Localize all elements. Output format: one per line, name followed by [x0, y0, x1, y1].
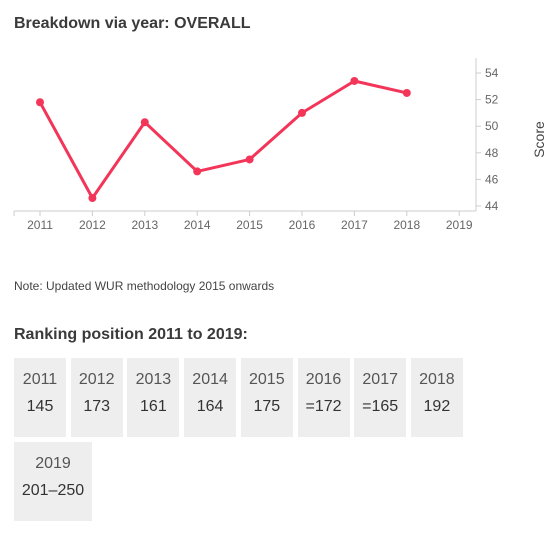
ranking-tile: 2013 161: [127, 358, 180, 437]
y-tick-label: 48: [485, 146, 499, 160]
ranking-tile: 2015 175: [240, 358, 293, 437]
ranking-year: 2017: [362, 371, 398, 388]
ranking-year: 2016: [305, 371, 342, 388]
data-point: [245, 155, 254, 164]
ranking-tile: 2016 =172: [297, 358, 350, 437]
y-tick-label: 46: [485, 172, 499, 186]
methodology-note: Note: Updated WUR methodology 2015 onwar…: [14, 279, 275, 293]
ranking-tile: 2017 =165: [354, 358, 407, 437]
ranking-tile: 2018 192: [410, 358, 463, 437]
data-point: [402, 88, 411, 97]
ranking-year: 2015: [249, 371, 285, 388]
ranking-year: 2019: [35, 455, 71, 472]
ranking-tile: 2019 201–250: [14, 442, 92, 521]
x-tick-label: 2018: [393, 218, 420, 232]
ranking-position: 201–250: [21, 482, 85, 499]
x-tick-label: 2017: [341, 218, 368, 232]
ranking-position: =172: [305, 398, 342, 415]
ranking-position: =165: [362, 398, 399, 415]
ranking-tile: 2014 164: [184, 358, 237, 437]
ranking-position: 145: [26, 398, 54, 415]
data-point: [193, 167, 202, 176]
y-tick-label: 54: [485, 66, 499, 80]
y-tick-label: 44: [485, 199, 499, 213]
data-point: [298, 108, 306, 117]
ranking-year: 2018: [419, 371, 455, 388]
x-tick-label: 2013: [131, 218, 158, 232]
ranking-tile: 2011 145: [14, 358, 66, 437]
ranking-year: 2014: [192, 371, 228, 388]
data-point: [140, 118, 149, 127]
data-point: [350, 76, 359, 85]
ranking-position: 164: [196, 398, 224, 415]
x-tick-label: 2015: [236, 218, 263, 232]
x-tick-label: 2016: [289, 218, 316, 232]
ranking-year: 2011: [22, 371, 58, 388]
x-tick-label: 2014: [184, 218, 211, 232]
x-tick-label: 2011: [27, 218, 53, 232]
ranking-title: Ranking position 2011 to 2019:: [14, 326, 248, 343]
ranking-position: 161: [140, 398, 167, 415]
y-axis-title: Score: [531, 121, 547, 158]
ranking-year: 2012: [78, 371, 115, 388]
ranking-position: 192: [423, 398, 451, 415]
data-point: [36, 98, 44, 107]
score-line-chart: 2011 2012 2013 2014 2015 2016 2017 2018 2019 44 46…: [13, 58, 547, 232]
x-tick-label: 2012: [79, 218, 106, 232]
ranking-position: 173: [83, 398, 111, 415]
x-tick-label: 2019: [446, 218, 473, 232]
data-point: [88, 194, 97, 203]
ranking-year: 2013: [135, 371, 172, 388]
chart-title: Breakdown via year: OVERALL: [14, 15, 251, 32]
ranking-position: 175: [253, 398, 281, 415]
y-tick-label: 52: [485, 93, 499, 107]
score-series-line: [38, 79, 409, 200]
ranking-tile: 2012 173: [70, 358, 123, 437]
y-tick-label: 50: [485, 119, 499, 133]
